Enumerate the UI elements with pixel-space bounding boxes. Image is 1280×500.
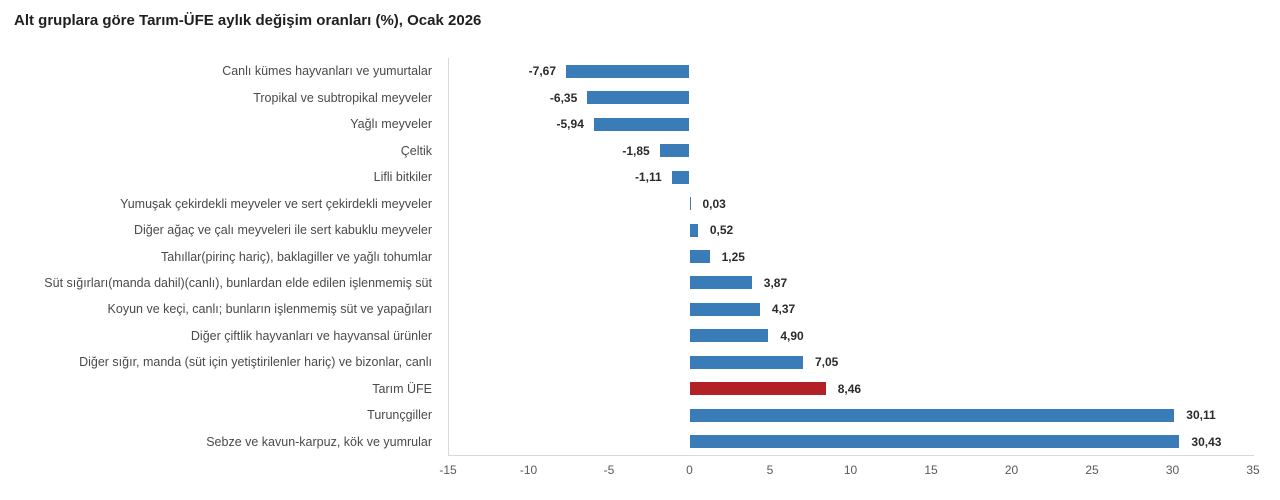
value-label: 0,03 (702, 196, 726, 211)
category-label: Yağlı meyveler (350, 117, 432, 132)
x-axis-tick: 30 (1165, 463, 1180, 477)
bar (593, 117, 690, 131)
value-label: -1,11 (634, 170, 662, 185)
value-label: 1,25 (721, 249, 745, 264)
bar (659, 144, 690, 158)
bar (689, 302, 760, 316)
bar (689, 355, 803, 369)
value-label: -5,94 (556, 117, 584, 132)
category-label: Süt sığırları(manda dahil)(canlı), bunla… (44, 275, 432, 290)
x-axis-tick: 35 (1246, 463, 1260, 477)
x-axis-tick: -15 (439, 463, 457, 477)
x-axis-tick: 20 (1004, 463, 1019, 477)
bar (689, 435, 1180, 449)
value-label: 30,43 (1191, 434, 1222, 449)
category-label: Diğer sığır, manda (süt için yetiştirile… (79, 355, 432, 370)
bar (671, 170, 690, 184)
bar (689, 408, 1175, 422)
category-label: Turunçgiller (367, 408, 432, 423)
category-label: Tropikal ve subtropikal meyveler (253, 90, 432, 105)
x-axis-tick: 25 (1085, 463, 1099, 477)
plot-area (448, 58, 1254, 456)
value-label: -1,85 (622, 143, 650, 158)
category-label: Koyun ve keçi, canlı; bunların işlenmemi… (107, 302, 432, 317)
category-label: Yumuşak çekirdekli meyveler ve sert çeki… (120, 196, 432, 211)
category-label: Tarım ÜFE (372, 381, 432, 396)
value-label: 3,87 (763, 275, 788, 290)
value-label: 4,90 (780, 328, 804, 343)
x-axis-tick: -10 (519, 463, 538, 477)
value-label: 30,11 (1186, 408, 1216, 423)
category-label: Lifli bitkiler (373, 170, 432, 185)
value-label: 4,37 (771, 302, 796, 317)
value-label: -7,67 (528, 64, 557, 79)
value-label: 8,46 (837, 381, 862, 396)
bar (689, 250, 710, 263)
bar (689, 197, 691, 211)
bar (566, 64, 690, 78)
value-label: 7,05 (815, 355, 839, 370)
value-label: 0,52 (709, 223, 734, 238)
x-axis-tick: 10 (843, 463, 858, 477)
x-axis-tick: 0 (686, 463, 693, 477)
category-label: Tahıllar(pirinç hariç), baklagiller ve y… (161, 249, 432, 264)
bar-highlight (689, 382, 826, 396)
bar (689, 223, 698, 237)
category-label: Çeltik (400, 143, 432, 158)
bar (689, 276, 752, 290)
category-label: Diğer çiftlik hayvanları ve hayvansal ür… (190, 328, 432, 343)
x-axis-tick: -5 (603, 463, 615, 477)
category-label: Sebze ve kavun-karpuz, kök ve yumrular (206, 434, 432, 449)
bar (689, 329, 769, 343)
value-label: -6,35 (549, 90, 578, 105)
x-axis-tick: 5 (766, 463, 774, 477)
chart-title: Alt gruplara göre Tarım-ÜFE aylık değişi… (14, 12, 482, 29)
category-label: Diğer ağaç ve çalı meyveleri ile sert ka… (133, 223, 432, 238)
x-axis-tick: 15 (924, 463, 938, 477)
category-label: Canlı kümes hayvanları ve yumurtalar (222, 64, 432, 79)
bar (587, 91, 690, 105)
